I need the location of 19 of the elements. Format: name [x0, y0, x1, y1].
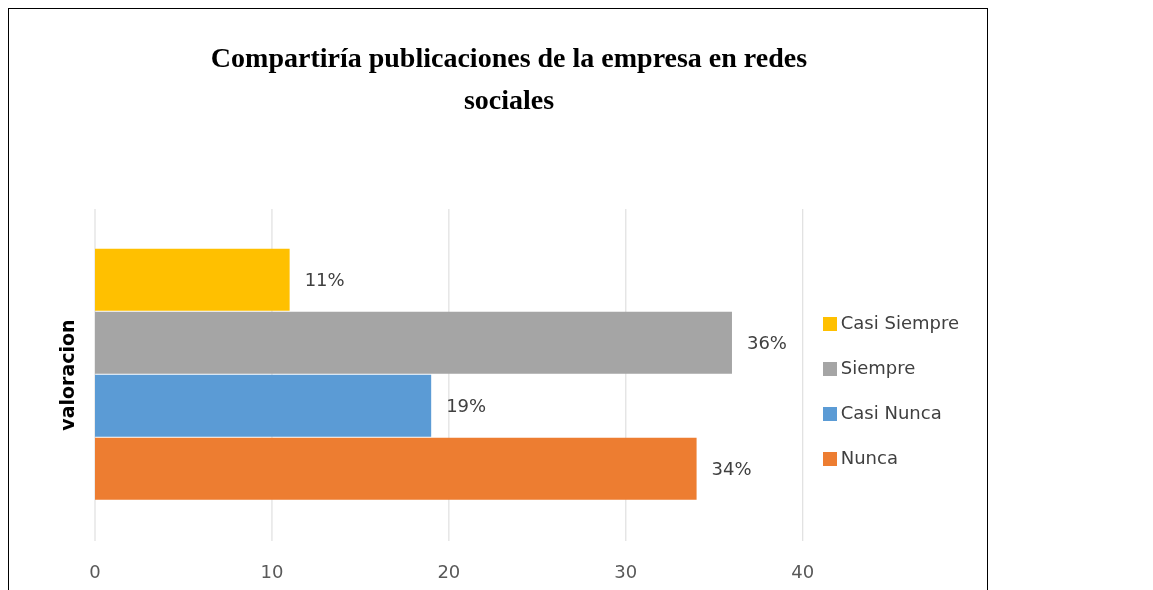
bar — [95, 437, 697, 500]
legend-label: Siempre — [840, 357, 916, 378]
legend-label: Casi Siempre — [840, 312, 959, 333]
data-label: 11% — [304, 269, 345, 291]
x-tick-label: 0 — [89, 560, 101, 582]
data-label: 36% — [746, 332, 787, 354]
bar — [95, 374, 432, 437]
legend-label: Nunca — [840, 447, 898, 468]
x-tick-label: 30 — [614, 560, 638, 582]
x-tick-label: 10 — [260, 560, 284, 582]
x-tick-label: 40 — [791, 560, 815, 582]
y-axis-title: valoracion — [55, 319, 78, 431]
data-label: 19% — [446, 395, 487, 417]
legend-label: Casi Nunca — [840, 402, 942, 423]
data-label: 34% — [711, 458, 752, 480]
x-tick-label: 20 — [437, 560, 461, 582]
bar — [95, 311, 732, 374]
bar — [95, 248, 290, 311]
chart-title: Compartiría publicaciones de la empresa en redes sociales — [209, 41, 809, 117]
